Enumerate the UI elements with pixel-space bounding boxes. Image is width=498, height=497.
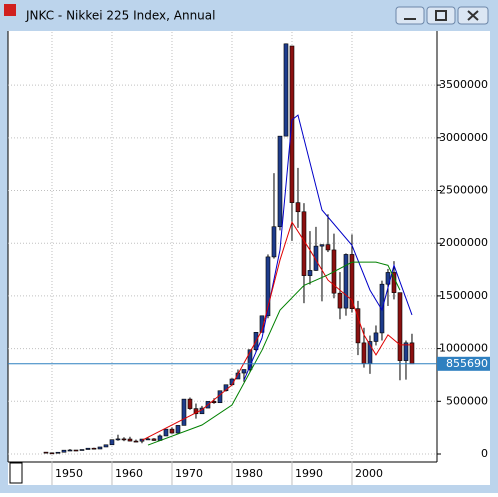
candle-body	[409, 342, 415, 365]
candle-body	[373, 332, 379, 342]
candle-body	[175, 425, 181, 434]
x-tick-label: 1950	[55, 467, 83, 480]
candle-body	[67, 449, 73, 452]
candle-body	[61, 449, 67, 453]
candle-body	[265, 256, 271, 317]
candle-body	[325, 244, 331, 251]
candle-body	[127, 438, 133, 442]
candle-body	[133, 440, 139, 443]
x-tick-label: 1960	[115, 467, 143, 480]
y-tick-label: 0	[481, 447, 488, 460]
y-tick-label: 500000	[446, 394, 488, 407]
maximize-button[interactable]	[426, 6, 456, 25]
x-tick-label: 1980	[235, 467, 263, 480]
current-price-label: 855690	[446, 357, 488, 370]
candle-body	[49, 452, 55, 455]
y-tick-label: 3000000	[439, 131, 488, 144]
candle-body	[361, 342, 367, 364]
y-tick-label: 1000000	[439, 342, 488, 355]
x-tick-label: 1970	[175, 467, 203, 480]
candle-body	[73, 449, 79, 452]
x-tick-label: 2000	[355, 467, 383, 480]
y-tick-label: 1500000	[439, 289, 488, 302]
window-title: JNKC - Nikkei 225 Index, Annual	[25, 9, 215, 23]
candle-body	[319, 244, 325, 247]
candle-body	[247, 349, 253, 370]
candle-body	[307, 270, 313, 276]
indicator-line	[243, 114, 413, 381]
indicator-line	[147, 261, 401, 446]
candle-body	[103, 444, 109, 448]
x-tick-label: 1990	[295, 467, 323, 480]
candle-body	[343, 254, 349, 309]
candle-body	[277, 135, 283, 228]
candle-body	[283, 43, 289, 137]
candle-body	[187, 398, 193, 409]
candle-body	[313, 245, 319, 271]
candle-body	[85, 447, 91, 450]
window-buttons[interactable]	[395, 6, 489, 25]
candle-body	[271, 226, 277, 258]
y-tick-label: 2500000	[439, 184, 488, 197]
candle-body	[91, 447, 97, 450]
candle-body	[79, 449, 85, 451]
candle-body	[97, 446, 103, 450]
candle-body	[163, 428, 169, 437]
minimize-button[interactable]	[395, 6, 425, 25]
candle-body	[169, 428, 175, 434]
candle-body	[115, 438, 121, 441]
candle-body	[121, 438, 127, 441]
indicator-line	[141, 220, 412, 441]
candle-body	[151, 438, 157, 441]
candle-body	[295, 202, 301, 213]
candle-body	[193, 408, 199, 415]
candle-body	[43, 451, 49, 454]
maximize-glyph	[435, 10, 447, 21]
current-price-tag	[437, 356, 490, 371]
candle-body	[109, 439, 115, 446]
candle-body	[355, 308, 361, 344]
candle-body	[337, 292, 343, 309]
y-tick-label: 2000000	[439, 236, 488, 249]
y-tick-label: 3500000	[439, 78, 488, 91]
candle-body	[55, 451, 61, 454]
candle-body	[217, 390, 223, 404]
candle-body	[181, 398, 187, 426]
candle-body	[349, 254, 355, 309]
candle-body	[241, 369, 247, 374]
window-icon	[4, 4, 16, 16]
corner-box	[9, 462, 23, 484]
close-glyph	[467, 10, 479, 21]
candle-body	[403, 342, 409, 361]
candle-body	[397, 292, 403, 361]
chart-area	[8, 31, 490, 485]
candle-body	[145, 438, 151, 441]
